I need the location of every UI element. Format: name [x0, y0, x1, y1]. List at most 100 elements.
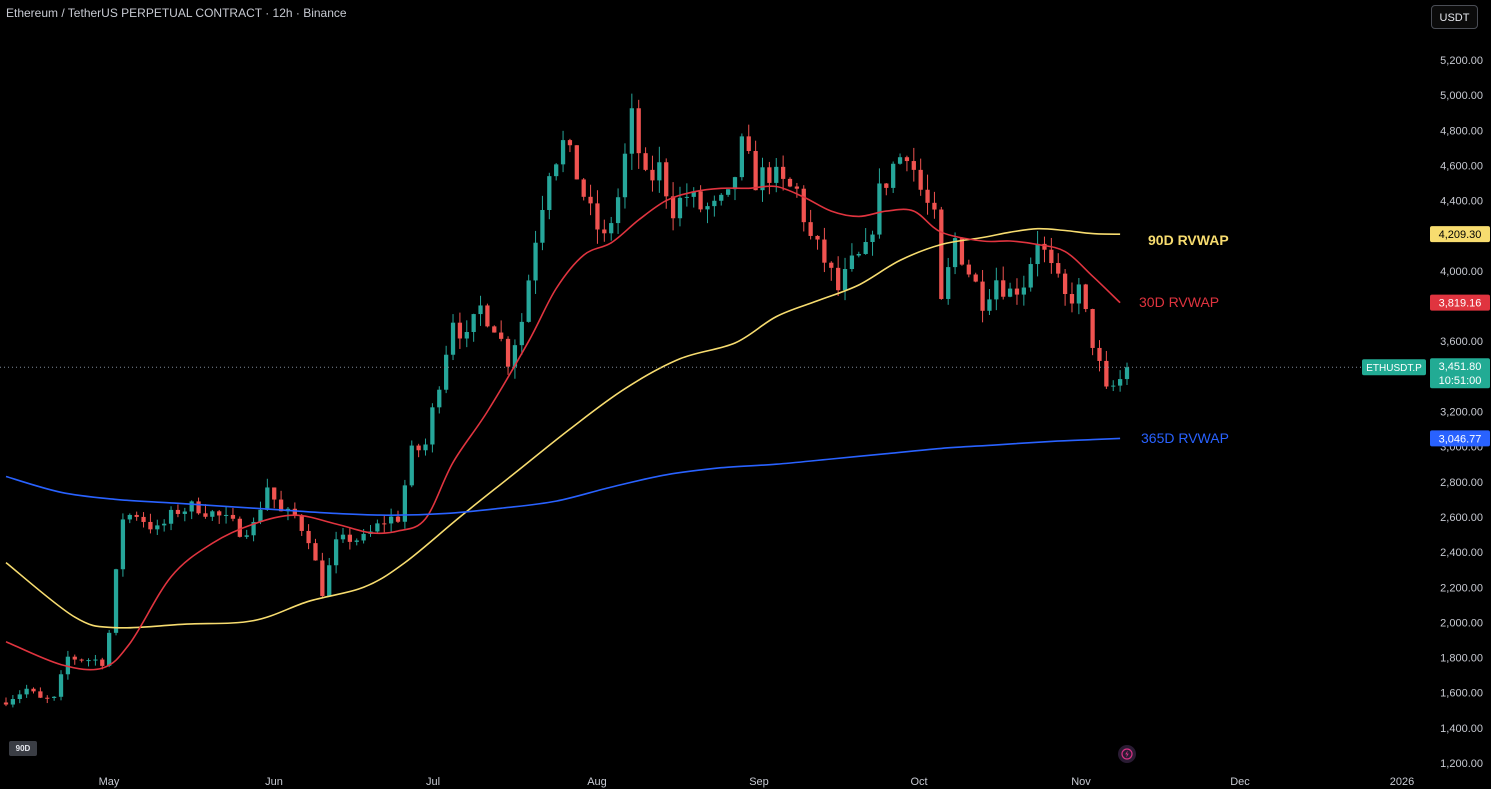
candle [272, 487, 277, 509]
x-tick-label: Aug [587, 776, 607, 788]
candle [38, 687, 43, 699]
y-tick-label: 5,000.00 [1440, 90, 1483, 102]
candle [698, 185, 703, 213]
365d-rvwap-label: 365D RVWAP [1141, 430, 1229, 446]
candle [223, 506, 229, 524]
candle [684, 183, 689, 207]
candle [822, 227, 827, 273]
candle [499, 320, 504, 342]
candle [636, 99, 641, 169]
candle [1111, 380, 1116, 392]
candle [134, 511, 139, 521]
candle [45, 695, 50, 704]
90d-rvwap-label: 90D RVWAP [1148, 232, 1229, 248]
y-tick-label: 1,800.00 [1440, 653, 1483, 665]
candle [1049, 237, 1054, 274]
candle [278, 490, 284, 512]
candle [856, 251, 861, 258]
candle [781, 155, 786, 191]
svg-text:3,451.80: 3,451.80 [1439, 361, 1482, 373]
currency-button[interactable]: USDT [1431, 5, 1478, 29]
365d-rvwap-line [5, 437, 1121, 517]
value-badges: 4,209.30 3,819.16 3,046.77 ETHUSDT.P 3,451.8… [1362, 226, 1490, 447]
90d-rvwap-line [5, 227, 1121, 629]
candle [1028, 257, 1033, 292]
lightning-icon[interactable] [1118, 745, 1136, 763]
candle [767, 161, 772, 195]
candle [540, 195, 545, 251]
candle [237, 516, 242, 538]
candle [471, 313, 476, 342]
x-tick-label: Dec [1230, 776, 1250, 788]
candle [333, 531, 339, 574]
candle [1042, 236, 1047, 263]
candle [58, 670, 64, 701]
x-tick-label: May [99, 776, 120, 788]
candle [86, 658, 91, 667]
candle [952, 232, 958, 275]
candle [966, 259, 971, 278]
svg-text:10:51:00: 10:51:00 [1439, 375, 1482, 387]
candle [547, 172, 552, 220]
90d-rvwap-value-badge: 4,209.30 [1430, 226, 1490, 243]
candle [17, 690, 22, 704]
candle [657, 146, 662, 193]
candle [519, 313, 524, 355]
candle [299, 513, 304, 536]
candle [512, 339, 518, 379]
last-price-badge: 3,451.80 10:51:00 [1430, 358, 1490, 389]
y-tick-label: 3,600.00 [1440, 336, 1483, 348]
candle [127, 513, 132, 524]
candle [340, 527, 346, 543]
candle [712, 195, 717, 217]
candle [609, 216, 614, 241]
candle [327, 557, 332, 597]
candle [478, 295, 483, 326]
candle [93, 654, 98, 666]
candle [719, 193, 724, 206]
candle [375, 519, 380, 534]
x-tick-label: Sep [749, 776, 769, 788]
candle [450, 314, 456, 361]
y-tick-label: 5,200.00 [1440, 55, 1483, 67]
candle [203, 504, 208, 519]
candle [347, 528, 352, 550]
candle [959, 237, 965, 266]
candle [416, 443, 421, 458]
candle [285, 507, 291, 521]
candle [842, 257, 848, 301]
candle [932, 191, 937, 219]
candle [567, 138, 573, 153]
candle [946, 257, 951, 305]
x-tick-label: Nov [1071, 776, 1091, 788]
candle [72, 654, 77, 665]
candle [402, 479, 408, 529]
candle [148, 513, 153, 534]
range-badge[interactable]: 90D [9, 741, 37, 756]
candle [787, 177, 793, 188]
candle [388, 508, 394, 532]
y-tick-label: 2,200.00 [1440, 582, 1483, 594]
30d-rvwap-line [5, 185, 1121, 671]
y-tick-label: 2,400.00 [1440, 547, 1483, 559]
candle [120, 513, 126, 577]
candle [444, 345, 449, 394]
candle [1062, 269, 1068, 306]
candle [423, 438, 428, 456]
candlestick-series [3, 93, 1130, 708]
candle [52, 696, 57, 701]
y-tick-label: 1,600.00 [1440, 688, 1483, 700]
candle [629, 93, 634, 170]
candle [1124, 362, 1130, 386]
y-tick-label: 1,200.00 [1440, 758, 1483, 770]
candle [395, 510, 401, 523]
candle [79, 658, 84, 663]
candle [918, 158, 923, 196]
candle [1104, 350, 1109, 389]
candle [973, 272, 978, 283]
candle [891, 161, 896, 193]
candle [705, 202, 710, 224]
y-tick-label: 1,400.00 [1440, 723, 1483, 735]
candle [65, 650, 71, 680]
